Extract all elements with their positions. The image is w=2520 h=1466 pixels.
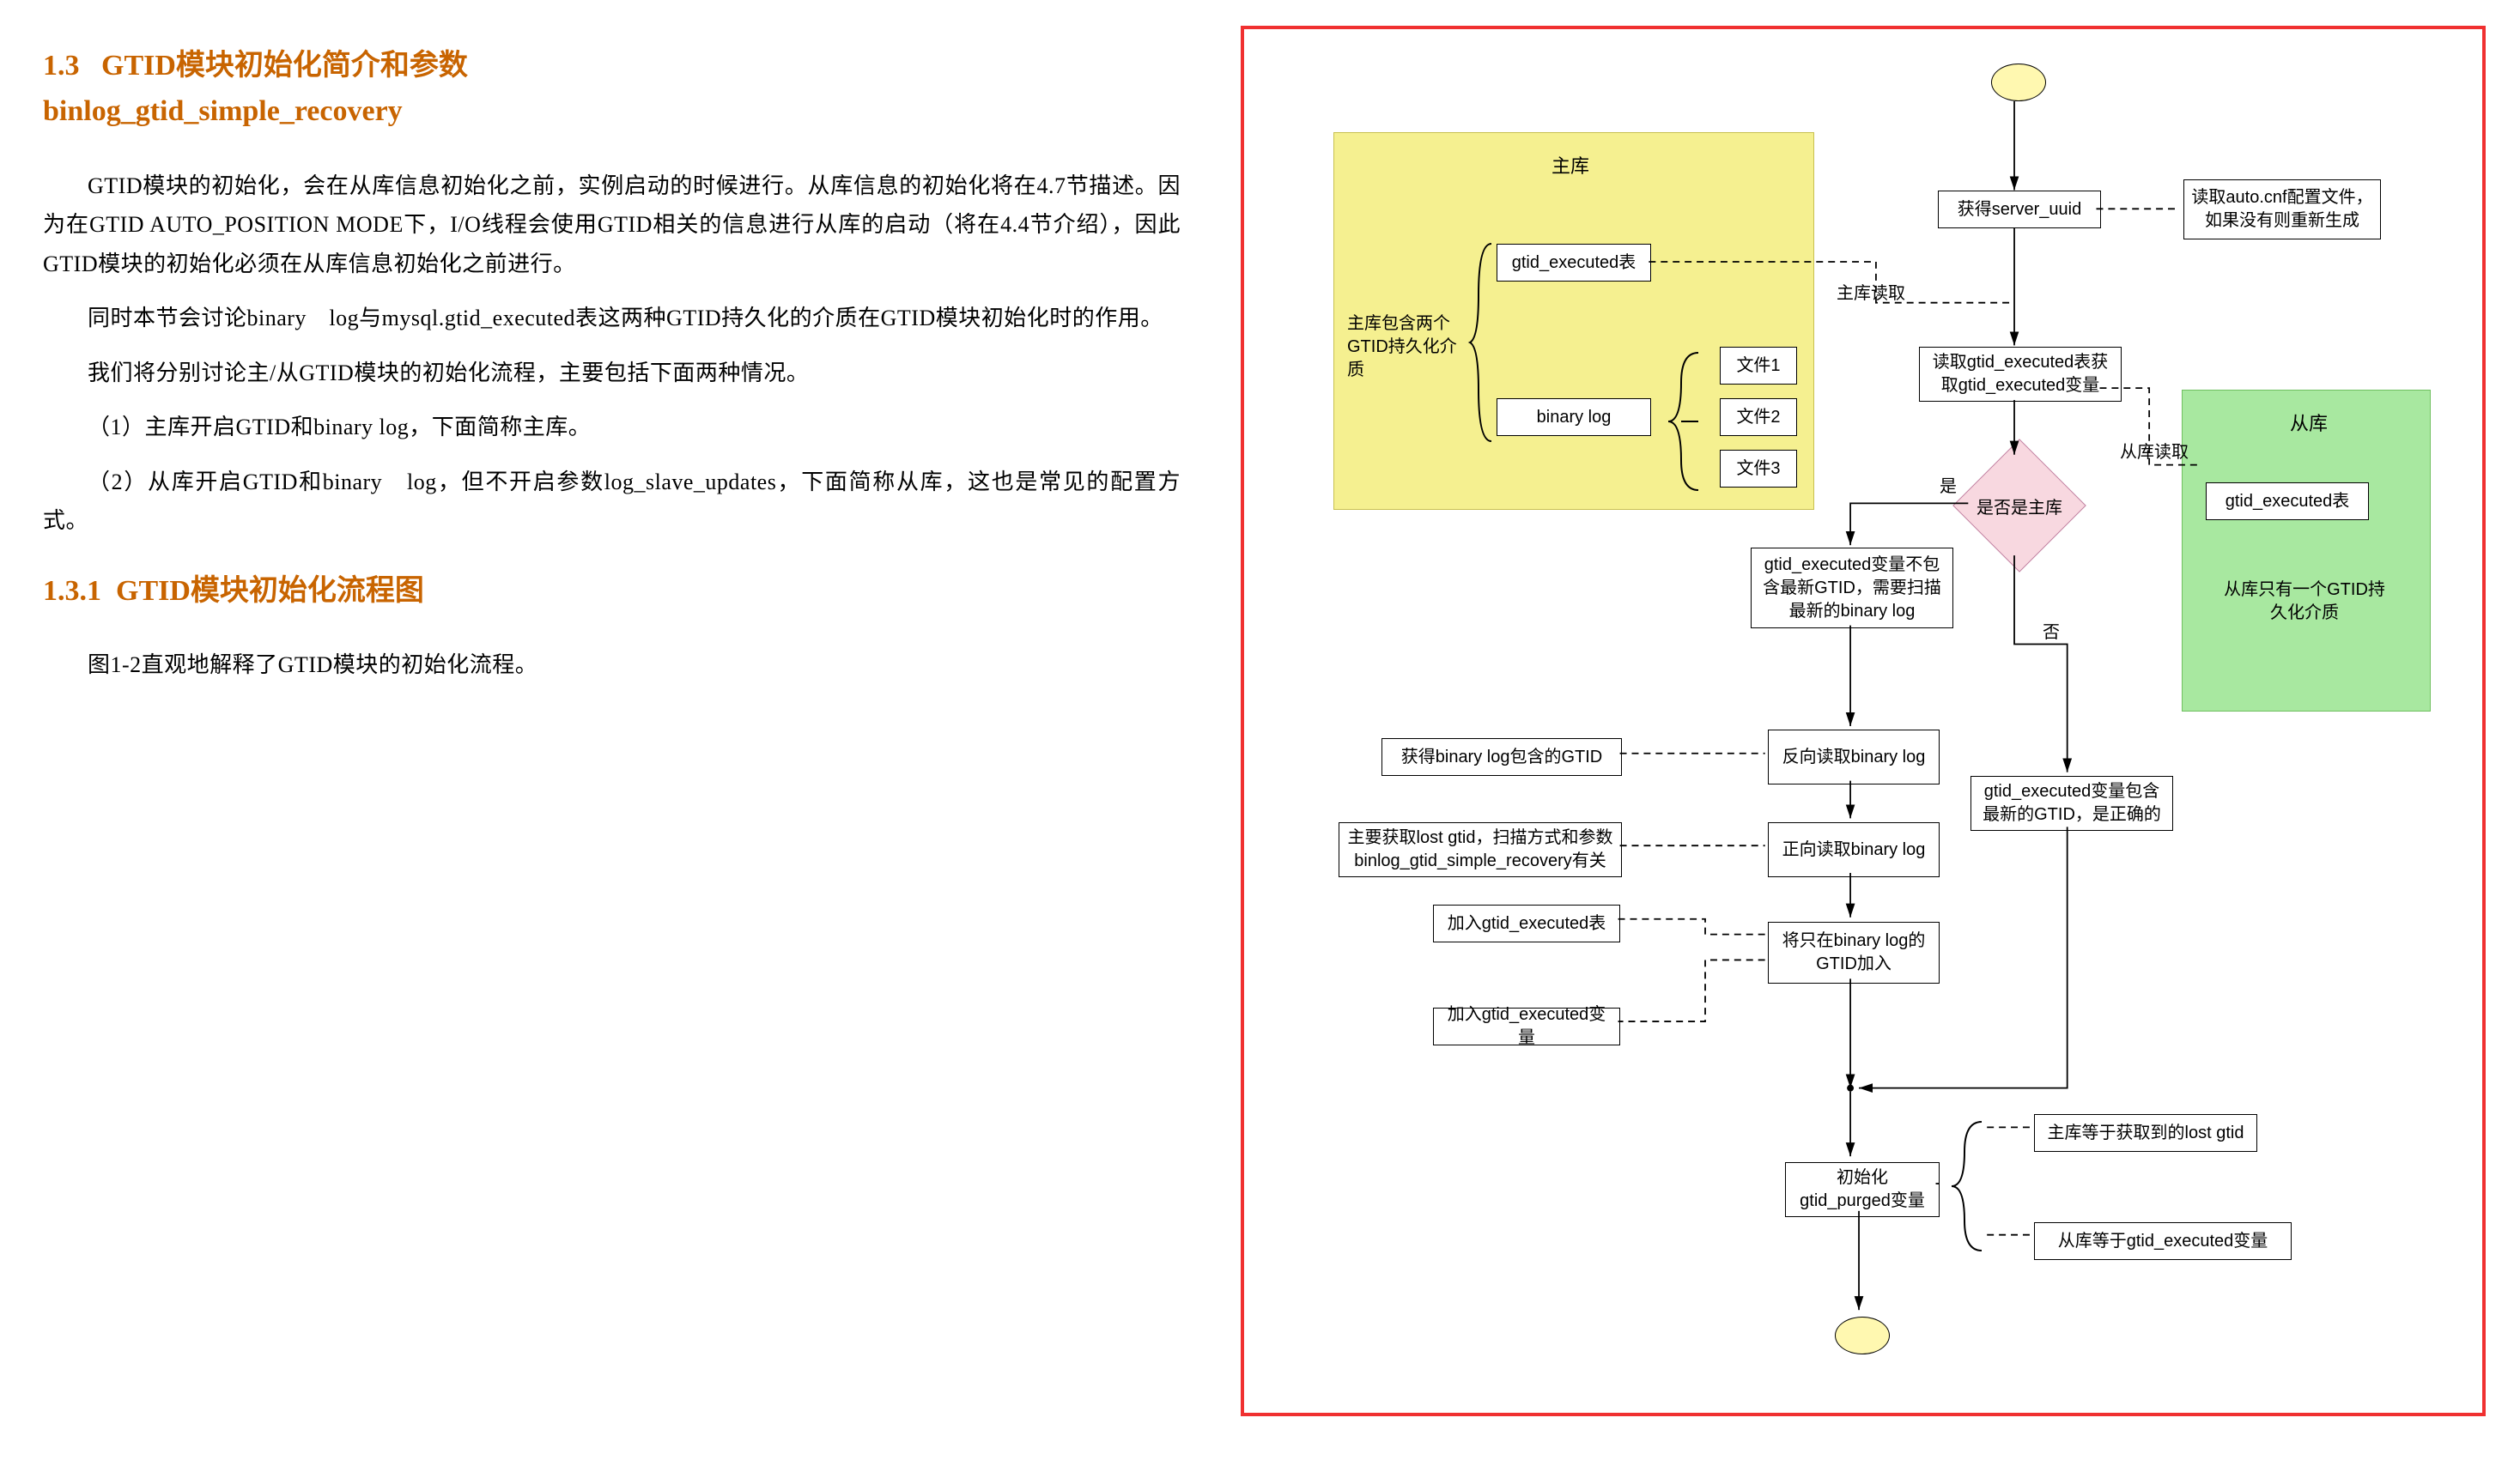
paragraph: 同时本节会讨论binary log与mysql.gtid_executed表这两… — [43, 299, 1181, 338]
flowchart-diagram: 主库 主库包含两个GTID持久化介质 gtid_executed表 binary… — [1241, 26, 2486, 1416]
paragraph: 我们将分别讨论主/从GTID模块的初始化流程，主要包括下面两种情况。 — [43, 354, 1181, 393]
master-group-annot: 主库包含两个GTID持久化介质 — [1347, 312, 1467, 382]
node-file1: 文件1 — [1720, 347, 1797, 385]
paragraph: （2）从库开启GTID和binary log，但不开启参数log_slave_u… — [43, 463, 1181, 541]
master-group-title: 主库 — [1519, 154, 1622, 179]
text-column: 1.3 GTID模块初始化简介和参数 binlog_gtid_simple_re… — [0, 0, 1232, 1466]
node-add-to-table: 加入gtid_executed表 — [1433, 905, 1620, 942]
node-master-not-latest: gtid_executed变量不包含最新GTID，需要扫描最新的binary l… — [1751, 548, 1953, 628]
node-slave-correct: gtid_executed变量包含最新的GTID，是正确的 — [1970, 776, 2173, 831]
node-read-gtid-exec-table: 读取gtid_executed表获取gtid_executed变量 — [1919, 347, 2122, 402]
section-subtitle: binlog_gtid_simple_recovery — [43, 91, 1181, 132]
subsection-title: GTID模块初始化流程图 — [116, 575, 424, 607]
node-binary-log: binary log — [1497, 398, 1651, 436]
section-heading: 1.3 GTID模块初始化简介和参数 — [43, 43, 1181, 89]
node-add-to-var: 加入gtid_executed变量 — [1433, 1008, 1620, 1045]
decision-is-master: 是否是主库 — [1972, 458, 2067, 553]
section-title: GTID模块初始化简介和参数 — [101, 50, 468, 82]
subsection-heading: 1.3.1GTID模块初始化流程图 — [43, 568, 1181, 615]
edge-label-yes: 是 — [1931, 476, 1965, 499]
node-file3: 文件3 — [1720, 450, 1797, 488]
node-slave-equals-exec: 从库等于gtid_executed变量 — [2034, 1222, 2292, 1260]
paragraph: 图1-2直观地解释了GTID模块的初始化流程。 — [43, 645, 1181, 685]
node-init-purged: 初始化gtid_purged变量 — [1785, 1162, 1940, 1217]
edge-label-master-read: 主库读取 — [1828, 282, 1914, 306]
edge-label-no: 否 — [2034, 621, 2068, 645]
node-gtid-executed-table: gtid_executed表 — [1497, 244, 1651, 282]
node-slave-gtid-table: gtid_executed表 — [2206, 482, 2369, 520]
end-oval — [1835, 1317, 1890, 1354]
node-get-server-uuid: 获得server_uuid — [1938, 191, 2101, 228]
node-master-equals-lost: 主库等于获取到的lost gtid — [2034, 1114, 2257, 1152]
slave-group-annot: 从库只有一个GTID持久化介质 — [2223, 579, 2386, 625]
node-get-lost-gtid: 主要获取lost gtid，扫描方式和参数binlog_gtid_simple_… — [1339, 822, 1622, 877]
slave-group-title: 从库 — [2274, 411, 2343, 437]
slave-group — [2182, 390, 2431, 712]
subsection-number: 1.3.1 — [43, 568, 116, 615]
brace-purged — [1943, 1109, 1995, 1263]
node-get-binlog-gtid: 获得binary log包含的GTID — [1381, 738, 1622, 776]
edge-label-slave-read: 从库读取 — [2111, 441, 2197, 464]
paragraph: GTID模块的初始化，会在从库信息初始化之前，实例启动的时候进行。从库信息的初始… — [43, 167, 1181, 284]
node-reverse-read: 反向读取binary log — [1768, 730, 1940, 784]
node-forward-read: 正向读取binary log — [1768, 822, 1940, 877]
start-oval — [1991, 64, 2046, 101]
section-number: 1.3 — [43, 50, 80, 82]
paragraph: （1）主库开启GTID和binary log，下面简称主库。 — [43, 408, 1181, 447]
node-file2: 文件2 — [1720, 398, 1797, 436]
node-add-only-binlog: 将只在binary log的GTID加入 — [1768, 922, 1940, 984]
node-read-auto-cnf: 读取auto.cnf配置文件，如果没有则重新生成 — [2183, 179, 2381, 239]
